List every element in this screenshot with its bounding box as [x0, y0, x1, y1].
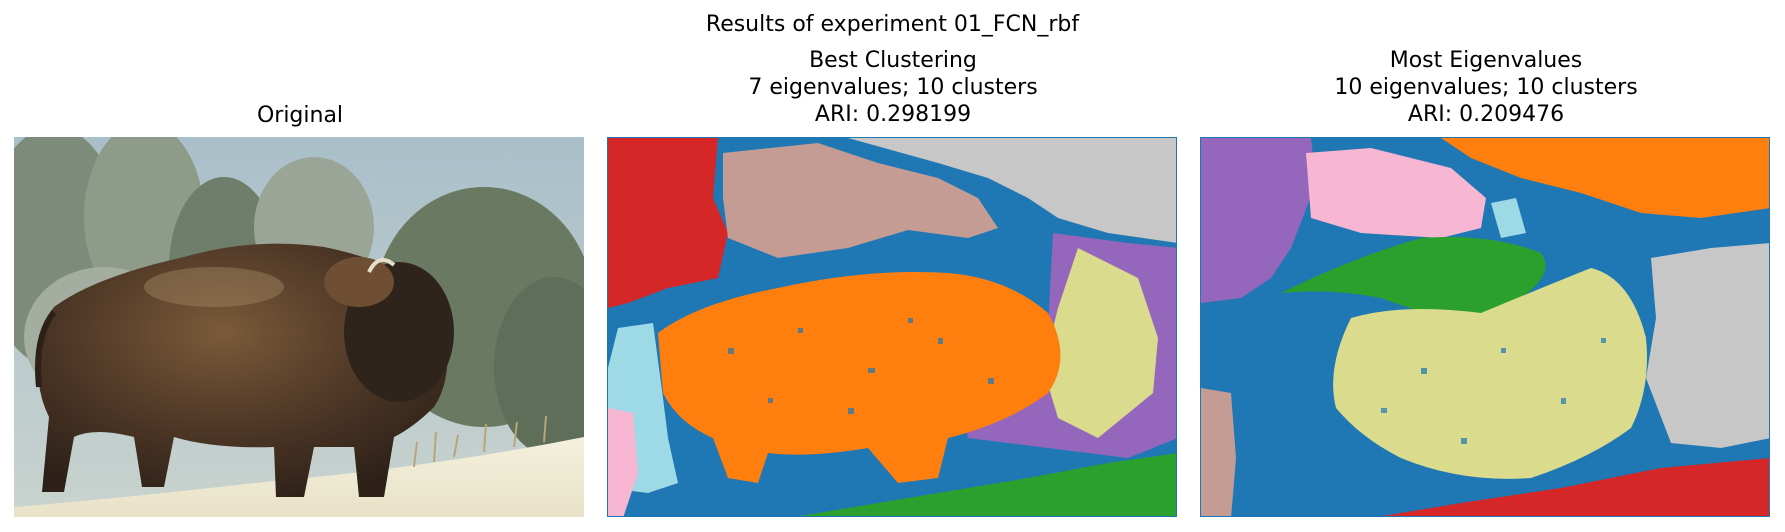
panel-title-best: Best Clustering 7 eigenvalues; 10 cluste…: [607, 47, 1179, 128]
panel-title-most: Most Eigenvalues 10 eigenvalues; 10 clus…: [1200, 47, 1772, 128]
segmentation-most: [1200, 137, 1770, 517]
panel-title-line: Most Eigenvalues: [1389, 48, 1583, 73]
panel-title-line: 7 eigenvalues; 10 clusters: [748, 75, 1038, 100]
panel-title-line: Best Clustering: [809, 48, 977, 73]
segmentation-best: [607, 137, 1177, 517]
panel-title-line: ARI: 0.209476: [1407, 102, 1565, 127]
figure-suptitle: Results of experiment 01_FCN_rbf: [705, 12, 1080, 37]
panel-title-line: 10 eigenvalues; 10 clusters: [1334, 75, 1638, 100]
panel-title-line: Original: [256, 103, 344, 128]
panel-title-line: ARI: 0.298199: [814, 102, 972, 127]
panel-title-original: Original: [14, 102, 586, 129]
original-image: [14, 137, 584, 517]
